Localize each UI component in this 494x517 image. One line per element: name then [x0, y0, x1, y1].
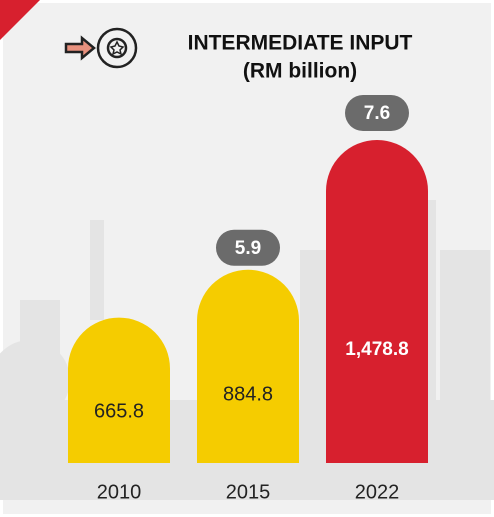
x-tick-label: 2022 — [355, 481, 400, 503]
badge-label: 5.9 — [235, 238, 261, 259]
chart-subtitle: (RM billion) — [243, 60, 357, 83]
badge-label: 7.6 — [364, 103, 390, 124]
value-label: 1,478.8 — [345, 339, 408, 360]
bar — [197, 270, 299, 463]
chart: INTERMEDIATE INPUT (RM billion) 665.8 201… — [0, 0, 494, 517]
value-label: 665.8 — [94, 400, 144, 422]
bar — [326, 140, 428, 463]
x-tick-label: 2015 — [226, 481, 271, 503]
bar — [68, 318, 170, 463]
value-label: 884.8 — [223, 384, 273, 406]
x-tick-label: 2010 — [97, 481, 142, 503]
chart-title: INTERMEDIATE INPUT — [188, 32, 413, 55]
